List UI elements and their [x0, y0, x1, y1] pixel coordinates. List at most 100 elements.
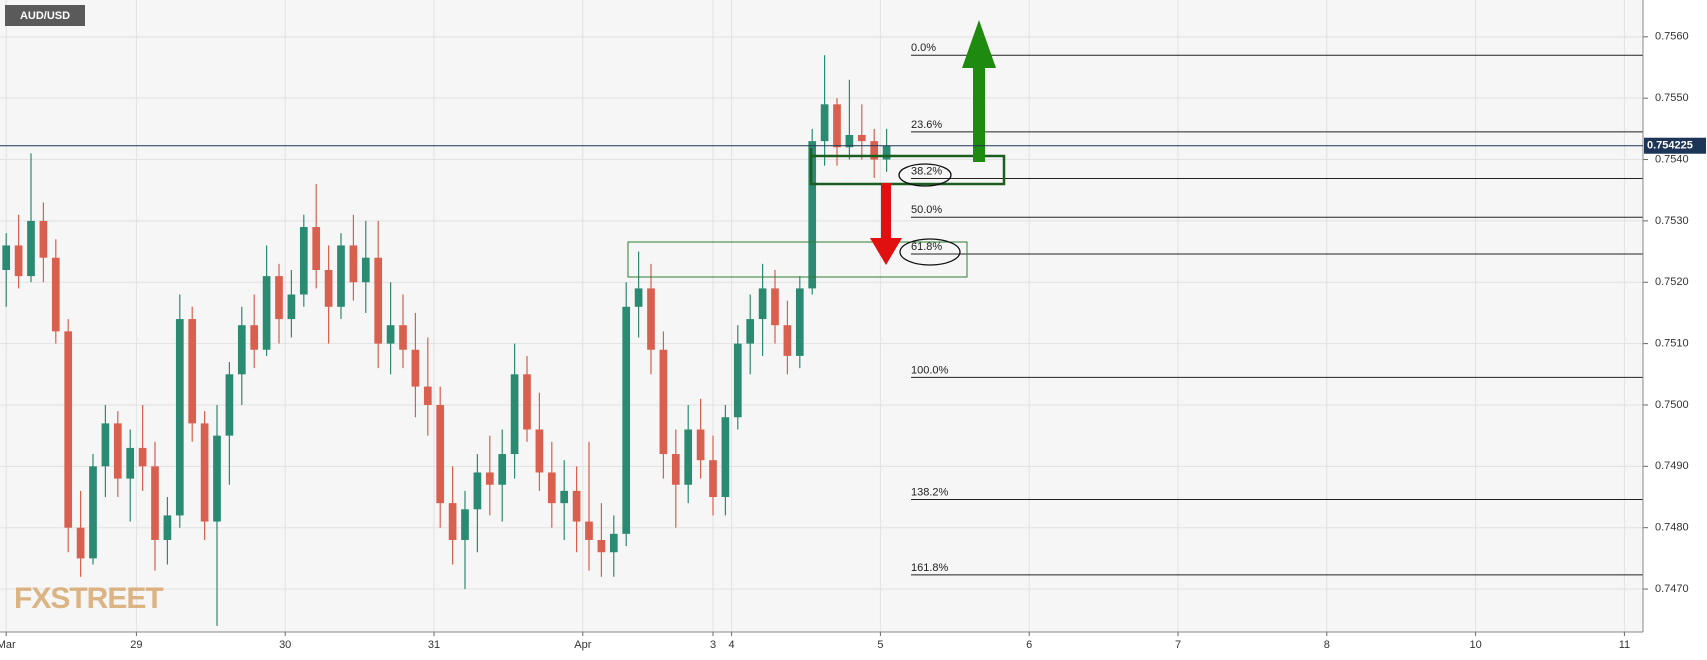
y-tick-label: 0.7520: [1655, 276, 1689, 288]
plot-background: [0, 0, 1643, 632]
candle-body: [696, 429, 705, 461]
candle-body: [64, 331, 73, 528]
candle-body: [188, 319, 197, 424]
candle-body: [845, 134, 854, 148]
y-tick-label: 0.7530: [1655, 215, 1689, 227]
candle-body: [733, 343, 742, 418]
fib-label: 100.0%: [911, 364, 949, 376]
candle-body: [175, 319, 184, 516]
fib-label: 38.2%: [911, 165, 942, 177]
candle-body: [647, 288, 655, 350]
candle-body: [312, 227, 321, 270]
candle-body: [585, 521, 593, 540]
fib-label: 61.8%: [911, 241, 942, 253]
candle-body: [535, 429, 544, 473]
fib-label: 161.8%: [911, 562, 949, 574]
candle-body: [126, 447, 135, 479]
x-tick-label: 31: [428, 639, 440, 651]
candles: [2, 55, 891, 626]
x-tick-label: 6: [1026, 639, 1032, 651]
x-tick-label: 4: [729, 639, 735, 651]
candle-body: [721, 417, 730, 498]
title-box: [5, 5, 85, 26]
candle-body: [51, 257, 60, 332]
candle-body: [213, 435, 221, 522]
candle-body: [684, 429, 693, 485]
candle-body: [423, 386, 432, 405]
candle-body: [2, 245, 11, 270]
candle-body: [523, 374, 531, 430]
candle-body: [113, 423, 122, 479]
candle-body: [833, 104, 841, 148]
candle-body: [485, 472, 494, 485]
candle-body: [510, 374, 519, 455]
y-tick-label: 0.7470: [1655, 583, 1689, 595]
candle-body: [163, 515, 172, 540]
x-tick-label: 5: [877, 639, 883, 651]
x-tick-label: 30: [279, 639, 291, 651]
candle-body: [882, 145, 891, 160]
candle-body: [771, 288, 779, 326]
candle-body: [473, 472, 482, 510]
highlight-ellipse: [898, 163, 952, 187]
x-tick-label: Mar: [0, 639, 16, 651]
candle-body: [399, 325, 407, 350]
x-tick-label: 11: [1619, 639, 1630, 651]
candle-body: [138, 447, 147, 467]
grid: [0, 0, 1643, 632]
y-tick-label: 0.7510: [1655, 338, 1689, 350]
candle-body: [411, 349, 420, 387]
candle-body: [39, 220, 48, 258]
candle-body: [746, 319, 755, 344]
candle-body: [783, 325, 792, 356]
candle-body: [820, 104, 829, 142]
fib-label: 50.0%: [911, 204, 942, 216]
zone-box: [627, 241, 968, 278]
y-tick-label: 0.7540: [1655, 153, 1689, 165]
candle-body: [609, 533, 618, 553]
up-arrow: [962, 20, 996, 162]
candle-body: [250, 325, 259, 350]
candle-body: [237, 325, 246, 375]
candle-body: [436, 404, 445, 504]
last-price-label: 0.754225: [1647, 140, 1693, 152]
x-tick-label: 8: [1324, 639, 1330, 651]
candle-body: [386, 325, 395, 344]
candle-body: [225, 374, 234, 436]
candle-body: [634, 288, 643, 307]
y-tick-label: 0.7480: [1655, 522, 1689, 534]
candle-body: [151, 466, 159, 540]
candle-body: [287, 294, 296, 320]
candle-body: [101, 423, 110, 467]
candle-body: [572, 490, 581, 522]
x-tick-label: 7: [1175, 639, 1181, 651]
last-price-box: [1644, 137, 1706, 154]
y-tick-label: 0.7550: [1655, 92, 1689, 104]
candle-body: [597, 539, 606, 553]
candle-body: [659, 349, 668, 455]
candle-body: [14, 245, 23, 277]
candle-body: [448, 503, 457, 540]
fibonacci-levels: 0.0% 23.6% 38.2% 50.0% 61.8% 100.0% 138.2% 161.…: [911, 42, 1643, 576]
candle-body: [560, 490, 569, 504]
x-tick-label: Apr: [574, 639, 591, 651]
highlight-ellipse: [899, 238, 961, 266]
candle-body: [857, 134, 866, 142]
chart-title: AUD/USD: [20, 10, 70, 22]
fib-label: 138.2%: [911, 486, 949, 498]
candle-body: [498, 454, 507, 485]
candle-body: [361, 257, 370, 283]
candle-body: [349, 245, 358, 283]
y-tick-label: 0.7500: [1655, 399, 1689, 411]
candle-body: [262, 276, 271, 350]
candle-body: [547, 472, 556, 504]
candle-body: [795, 288, 804, 356]
candle-body: [299, 227, 308, 295]
candle-body: [622, 306, 631, 534]
x-tick-label: 3: [710, 639, 716, 651]
candle-body: [324, 269, 333, 307]
candle-body: [337, 245, 345, 307]
candle-body: [671, 454, 680, 485]
